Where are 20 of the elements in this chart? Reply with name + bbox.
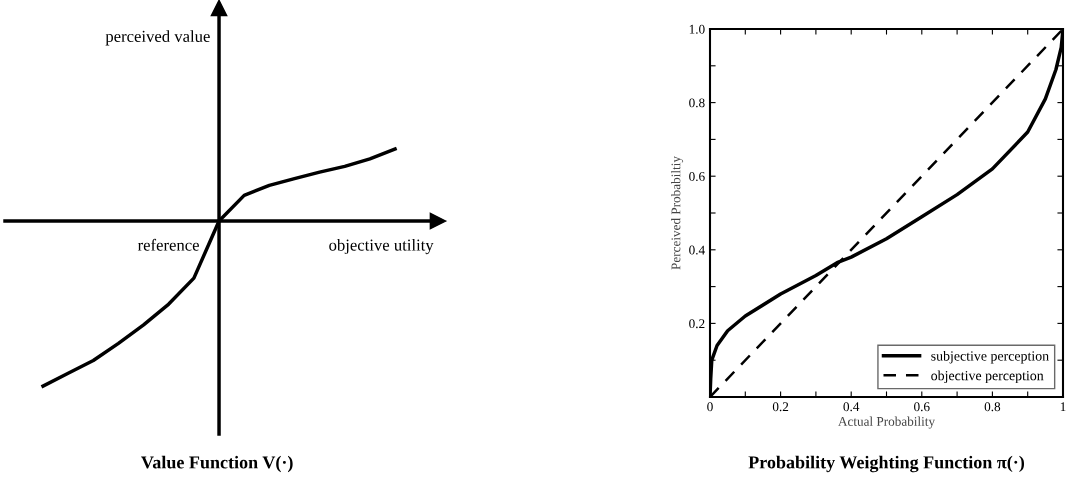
x-tick-label: 0.4 <box>843 402 860 412</box>
y-axis-title: Perceived Probabiltiy <box>671 156 684 270</box>
x-axis-title: Actual Probability <box>838 416 935 429</box>
text: Value Function V(·) <box>141 455 293 473</box>
legend-label: subjective perception <box>931 350 1049 364</box>
legend-label: objective perception <box>931 370 1044 384</box>
y-tick-label: 0.4 <box>689 245 705 255</box>
x-tick-label: 0.6 <box>914 402 930 412</box>
x-tick-label: 1 <box>1060 402 1066 412</box>
y-tick-label: 0.6 <box>689 172 705 181</box>
y-tick-label: 0.8 <box>689 98 705 108</box>
x-tick-label: 0 <box>707 402 713 412</box>
text: Probability Weighting Function π(·) <box>748 455 1025 473</box>
annotation: objective utility <box>329 238 434 255</box>
y-tick-label: 1.0 <box>689 24 705 34</box>
x-tick-label: 0.8 <box>984 402 1001 412</box>
y-tick-label: 0.2 <box>689 319 705 329</box>
text: perceived value <box>105 30 210 46</box>
annotation: reference <box>137 238 199 251</box>
x-tick-label: 0.2 <box>772 402 789 412</box>
